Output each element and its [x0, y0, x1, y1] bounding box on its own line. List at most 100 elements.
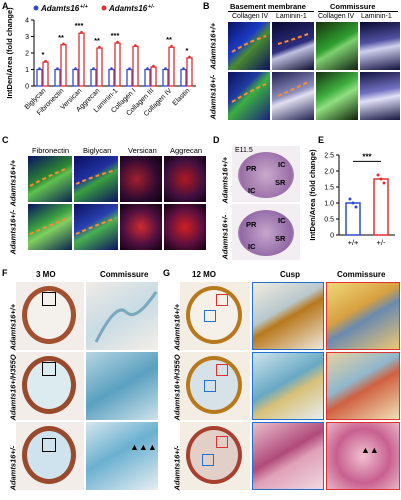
panelb-tile-4	[360, 22, 400, 70]
y-tick-label: 0	[25, 84, 29, 91]
panelg-cusp-1	[252, 282, 324, 350]
y-tick-label: 2.5	[324, 153, 334, 160]
panelg-commissure-1	[326, 282, 400, 350]
bar-het	[60, 44, 67, 87]
significance-marker: ***	[111, 31, 120, 40]
y-tick-label: 2	[25, 51, 29, 58]
data-point	[354, 205, 358, 209]
panel-label-f: F	[2, 268, 8, 278]
bar-het	[114, 42, 121, 87]
bar-het	[132, 45, 139, 87]
significance-marker: *	[42, 50, 45, 59]
data-point	[80, 30, 83, 34]
panelg-col1: Cusp	[280, 270, 300, 279]
data-point	[182, 67, 185, 70]
bar-het	[373, 178, 389, 236]
y-tick-label: 1	[25, 67, 29, 74]
paneld-label-ic2: IC	[248, 186, 256, 195]
panelf-overview-2	[16, 352, 84, 420]
panelb-group1-line	[228, 11, 314, 12]
legend-het-label: Adamts16	[108, 4, 148, 13]
data-point	[376, 173, 380, 177]
panelg-col2: Commissure	[337, 270, 386, 279]
panelg-commissure-3: ▲▲	[326, 422, 400, 490]
data-point	[62, 42, 65, 46]
legend-wt-marker	[33, 5, 39, 11]
data-point	[379, 177, 383, 181]
legend-wt-label: Adamts16	[40, 4, 80, 13]
bar-het	[78, 32, 85, 87]
panelf-col2: Commissure	[100, 270, 149, 279]
panelc-col2: Biglycan	[83, 146, 112, 155]
panelb-row1-label: Adamts16+/+	[208, 22, 218, 70]
data-point	[170, 44, 173, 48]
y-tick-label: 3	[25, 34, 29, 41]
panelf-title: 3 MO	[36, 270, 56, 279]
data-point	[188, 55, 191, 59]
panelb-tile-8	[360, 72, 400, 120]
bar-wt	[162, 68, 169, 87]
arrowhead-icon: ▲▲▲	[130, 442, 157, 452]
panelc-tile-8	[164, 204, 206, 250]
panelg-commissure-2	[326, 352, 400, 420]
panel-label-c: C	[2, 135, 9, 145]
panelg-cusp-2	[252, 352, 324, 420]
panelb-tile-7	[316, 72, 358, 120]
panelc-col4: Aggrecan	[170, 146, 203, 155]
paneld-label-ic1: IC	[278, 160, 286, 169]
data-point	[98, 45, 101, 49]
significance-marker: ***	[362, 152, 372, 161]
panelb-tile-3	[316, 22, 358, 70]
legend-het-marker	[101, 5, 107, 11]
panelb-row2-label: Adamts16+/-	[208, 74, 218, 120]
panelc-tile-5	[28, 204, 72, 250]
data-point	[56, 67, 59, 70]
panelc-row1-label: Adamts16+/+	[8, 159, 18, 207]
panel-label-g: G	[163, 268, 171, 278]
paneld-tile-2	[232, 204, 300, 260]
paneld-label-sr: SR	[275, 178, 286, 187]
y-tick-label: 0.5	[324, 217, 334, 224]
bar-het	[150, 66, 157, 87]
data-point	[128, 67, 131, 70]
panelf-zoom-3: ▲▲▲	[86, 422, 158, 490]
significance-marker: **	[94, 36, 100, 45]
panelc-tile-1	[28, 156, 72, 202]
panelc-tile-3	[120, 156, 162, 202]
bar-wt	[144, 68, 151, 87]
panelb-col4: Laminin-1	[361, 13, 392, 20]
bar-wt	[180, 68, 187, 87]
panelb-group2-line	[318, 11, 398, 12]
panel-label-b: B	[203, 1, 210, 11]
bar-het	[96, 47, 103, 87]
panelc-tile-2	[74, 156, 118, 202]
legend-wt-sup: +/+	[80, 4, 88, 10]
data-point	[351, 201, 355, 205]
panelg-overview-3	[180, 422, 250, 490]
panelb-col3: Collagen IV	[318, 13, 355, 20]
data-point	[110, 67, 113, 70]
data-point	[74, 67, 77, 70]
y-tick-label: 1.5	[324, 185, 334, 192]
y-tick-label: 1.0	[324, 201, 334, 208]
bar-wt	[72, 68, 79, 87]
panelc-col1: Fibronectin	[32, 146, 70, 155]
arrowhead-icon: ▲▲	[361, 445, 379, 455]
panelf-overview-3	[16, 422, 84, 490]
significance-marker: **	[166, 35, 172, 44]
panelc-tile-4	[164, 156, 206, 202]
paneld-stage: E11.5	[235, 147, 253, 154]
data-point	[164, 67, 167, 70]
data-point	[134, 44, 137, 47]
panel-label-a: A	[2, 1, 9, 11]
bar-het	[186, 57, 193, 87]
panelb-group1-label: Basement membrane	[230, 2, 306, 11]
paneld-label-sr-2: SR	[275, 234, 286, 243]
chart-e: 0 0.5 1.0 1.5 2.0 2.5 IntDen/Area (fold change…	[308, 149, 395, 247]
bar-het	[42, 61, 49, 87]
panelf-zoom-2	[86, 352, 158, 420]
panelc-tile-7	[120, 204, 162, 250]
panelg-title: 12 MO	[192, 270, 217, 279]
panelc-dashed-overlay	[29, 167, 117, 235]
paneld-label-ic2-2: IC	[248, 242, 256, 251]
